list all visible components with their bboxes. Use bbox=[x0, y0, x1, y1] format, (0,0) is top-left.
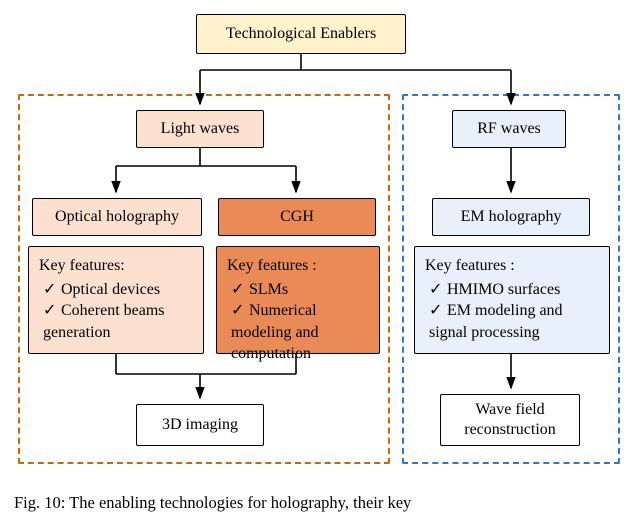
node-optical: Optical holography bbox=[32, 198, 202, 236]
feature-item: EM modeling and signal processing bbox=[429, 300, 599, 343]
node-cgh: CGH bbox=[218, 198, 376, 236]
node-em-label: EM holography bbox=[461, 207, 562, 227]
features-cgh: Key features : SLMsNumerical modeling an… bbox=[216, 246, 380, 354]
feature-item: Optical devices bbox=[43, 279, 193, 301]
node-optical-label: Optical holography bbox=[55, 207, 179, 227]
node-em: EM holography bbox=[432, 198, 590, 236]
node-imaging-label: 3D imaging bbox=[162, 415, 238, 435]
node-rf: RF waves bbox=[452, 110, 566, 148]
features-cgh-title: Key features : bbox=[227, 255, 369, 277]
features-optical: Key features: Optical devicesCoherent be… bbox=[28, 246, 204, 354]
node-imaging: 3D imaging bbox=[136, 404, 264, 446]
features-em-list: HMIMO surfacesEM modeling and signal pro… bbox=[425, 279, 599, 344]
node-wave: Wave field reconstruction bbox=[440, 394, 580, 446]
node-rf-label: RF waves bbox=[477, 119, 541, 139]
feature-item: HMIMO surfaces bbox=[429, 279, 599, 301]
figure-caption: Fig. 10: The enabling technologies for h… bbox=[14, 493, 411, 513]
title-node: Technological Enablers bbox=[196, 14, 406, 54]
feature-item: Numerical modeling and computation bbox=[231, 300, 369, 365]
node-wave-label: Wave field reconstruction bbox=[464, 400, 556, 440]
features-optical-list: Optical devicesCoherent beams generation bbox=[39, 279, 193, 344]
feature-item: Coherent beams generation bbox=[43, 300, 193, 343]
title-label: Technological Enablers bbox=[226, 24, 376, 44]
node-cgh-label: CGH bbox=[280, 207, 314, 227]
features-em-title: Key features : bbox=[425, 255, 599, 277]
features-em: Key features : HMIMO surfacesEM modeling… bbox=[414, 246, 610, 354]
features-optical-title: Key features: bbox=[39, 255, 193, 277]
node-light-label: Light waves bbox=[161, 119, 240, 139]
features-cgh-list: SLMsNumerical modeling and computation bbox=[227, 279, 369, 365]
feature-item: SLMs bbox=[231, 279, 369, 301]
node-light: Light waves bbox=[136, 110, 264, 148]
